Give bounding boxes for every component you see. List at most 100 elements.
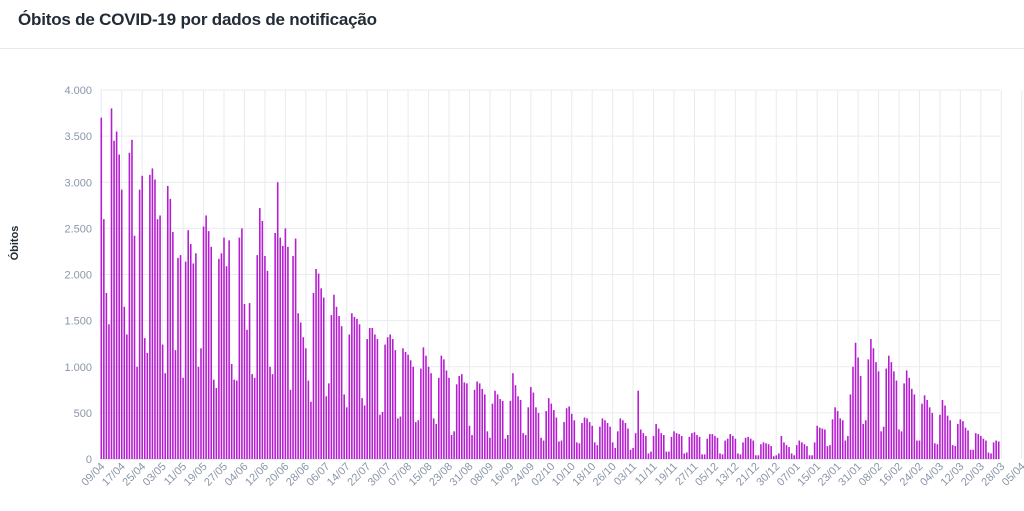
bar[interactable] — [987, 452, 990, 459]
bar[interactable] — [921, 403, 923, 459]
bar[interactable] — [611, 442, 614, 459]
bar[interactable] — [320, 288, 322, 459]
bar[interactable] — [995, 440, 997, 459]
bar[interactable] — [379, 414, 381, 459]
bar[interactable] — [207, 231, 210, 459]
bar[interactable] — [128, 152, 131, 459]
bar[interactable] — [834, 407, 836, 459]
bar[interactable] — [312, 292, 315, 459]
bar[interactable] — [524, 435, 527, 459]
bar[interactable] — [368, 328, 371, 459]
bar[interactable] — [974, 433, 977, 459]
bar[interactable] — [317, 273, 320, 459]
bar[interactable] — [642, 433, 645, 459]
bar[interactable] — [251, 374, 253, 459]
bar[interactable] — [783, 442, 785, 459]
bar[interactable] — [632, 447, 634, 459]
bar[interactable] — [803, 444, 806, 459]
bar[interactable] — [606, 423, 609, 459]
bar[interactable] — [703, 454, 706, 459]
bar[interactable] — [138, 189, 141, 459]
bar[interactable] — [494, 390, 496, 459]
bar[interactable] — [540, 437, 542, 459]
bar[interactable] — [721, 454, 724, 459]
bar[interactable] — [821, 428, 824, 459]
bar[interactable] — [248, 303, 251, 459]
bar[interactable] — [187, 230, 190, 459]
bar[interactable] — [184, 261, 187, 459]
bar[interactable] — [458, 375, 461, 459]
bar[interactable] — [609, 426, 611, 459]
bar[interactable] — [665, 451, 668, 459]
bar[interactable] — [389, 334, 391, 459]
bar[interactable] — [468, 425, 471, 459]
bar[interactable] — [734, 438, 737, 459]
bar[interactable] — [813, 442, 816, 459]
bar[interactable] — [409, 360, 412, 459]
bar[interactable] — [195, 253, 197, 459]
bar[interactable] — [573, 420, 576, 459]
bar[interactable] — [435, 423, 438, 459]
bar[interactable] — [287, 246, 289, 459]
bar[interactable] — [588, 422, 591, 459]
bar[interactable] — [384, 344, 386, 459]
bar[interactable] — [693, 432, 696, 459]
bar[interactable] — [463, 382, 466, 459]
bar[interactable] — [811, 455, 813, 459]
bar[interactable] — [964, 427, 967, 459]
bar[interactable] — [192, 263, 195, 459]
bar[interactable] — [686, 452, 688, 459]
bar[interactable] — [338, 316, 340, 459]
bar[interactable] — [517, 396, 519, 459]
bar[interactable] — [527, 407, 530, 459]
bar[interactable] — [934, 443, 936, 459]
bar[interactable] — [864, 420, 867, 459]
bar[interactable] — [890, 362, 893, 459]
bar[interactable] — [788, 447, 790, 459]
bar[interactable] — [282, 245, 284, 459]
bar[interactable] — [629, 449, 632, 459]
bar[interactable] — [944, 405, 946, 460]
bar[interactable] — [335, 306, 338, 459]
bar[interactable] — [775, 455, 778, 459]
bar[interactable] — [916, 440, 918, 459]
bar[interactable] — [903, 383, 905, 459]
bar[interactable] — [647, 453, 650, 459]
bar[interactable] — [844, 440, 847, 459]
bar[interactable] — [391, 339, 394, 459]
bar[interactable] — [749, 438, 752, 459]
bar[interactable] — [849, 394, 852, 459]
bar[interactable] — [670, 436, 673, 459]
bar[interactable] — [499, 399, 501, 459]
bar[interactable] — [719, 453, 721, 459]
bar[interactable] — [926, 399, 928, 459]
bar[interactable] — [747, 436, 749, 459]
bar[interactable] — [887, 355, 890, 459]
bar[interactable] — [453, 431, 455, 459]
bar[interactable] — [969, 449, 972, 459]
bar[interactable] — [576, 442, 578, 459]
bar[interactable] — [857, 357, 859, 459]
bar[interactable] — [412, 366, 415, 459]
bar[interactable] — [931, 412, 934, 460]
bar[interactable] — [563, 422, 565, 459]
bar[interactable] — [141, 175, 143, 459]
bar[interactable] — [596, 445, 599, 459]
bar[interactable] — [103, 219, 105, 459]
bar[interactable] — [430, 373, 432, 459]
bar[interactable] — [908, 377, 911, 459]
bar[interactable] — [997, 441, 1000, 459]
bar[interactable] — [645, 435, 647, 459]
bar[interactable] — [949, 420, 951, 459]
bar[interactable] — [880, 431, 882, 459]
bar[interactable] — [867, 359, 870, 459]
bar[interactable] — [478, 383, 481, 459]
bar[interactable] — [363, 405, 366, 460]
bar[interactable] — [143, 338, 146, 459]
bar[interactable] — [471, 435, 473, 459]
bar[interactable] — [795, 445, 798, 459]
bar[interactable] — [223, 237, 225, 459]
bar[interactable] — [946, 415, 949, 459]
bar[interactable] — [885, 368, 888, 459]
bar[interactable] — [941, 399, 944, 459]
